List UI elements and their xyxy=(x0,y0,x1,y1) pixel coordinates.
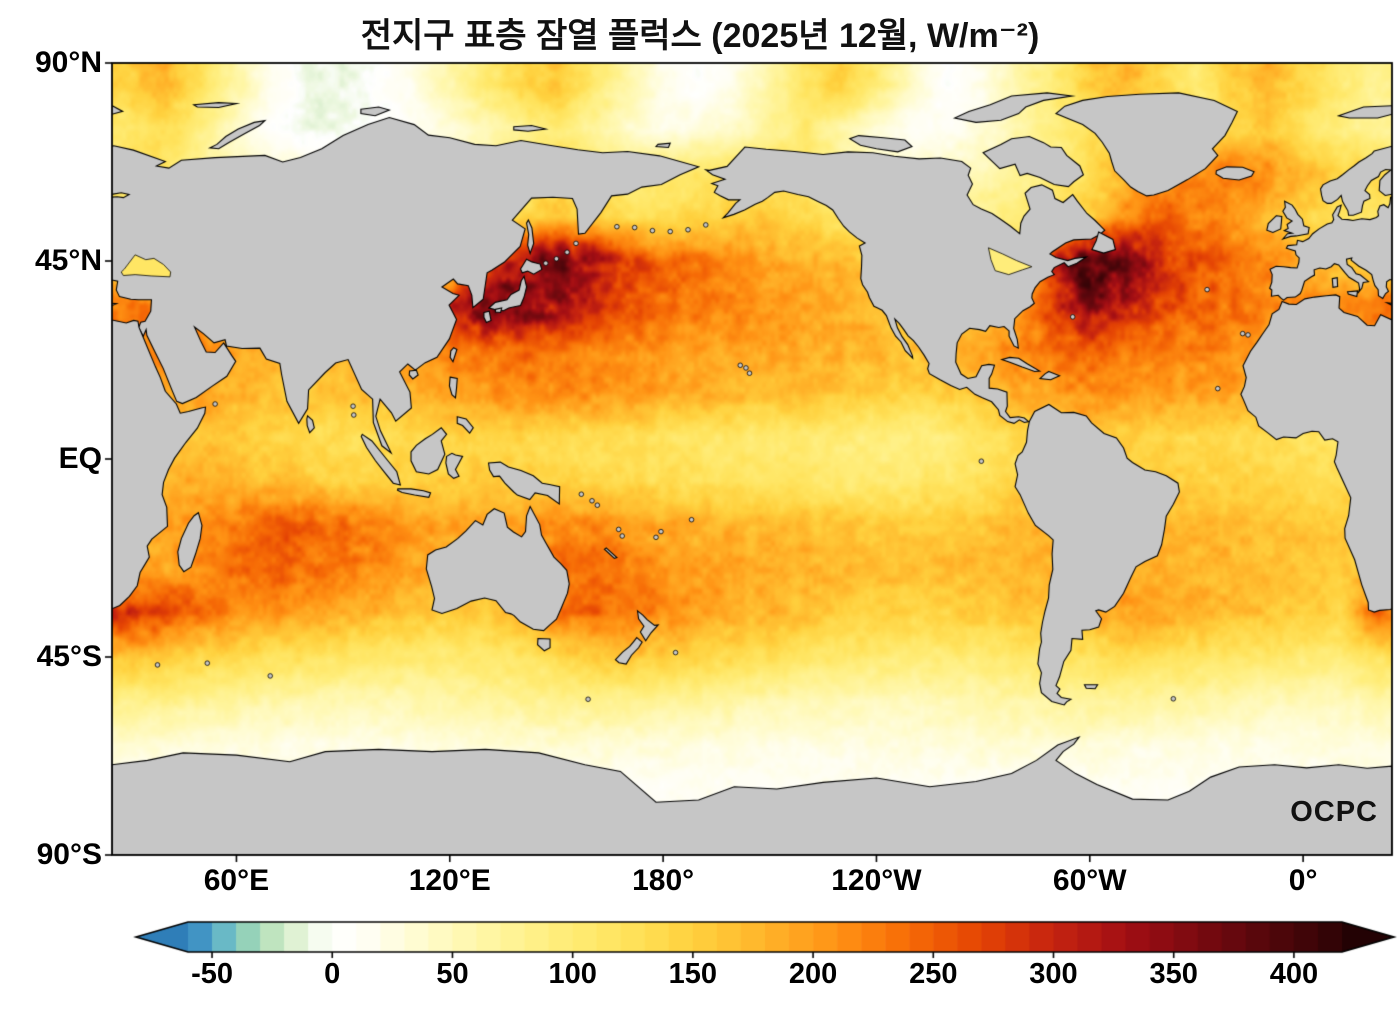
figure-title: 전지구 표층 잠열 플럭스 (2025년 12월, W/m⁻²) xyxy=(360,17,1040,55)
colorbar-tick-label: 200 xyxy=(788,958,838,990)
ocpc-watermark: OCPC xyxy=(1290,796,1378,828)
lon-axis-label: 120°W xyxy=(831,864,922,897)
colorbar-tick-label: 150 xyxy=(668,958,718,990)
colorbar-tick-label: 100 xyxy=(548,958,597,990)
lat-axis-label: 45°S xyxy=(36,640,102,673)
lat-axis-label: 90°N xyxy=(34,46,102,79)
colorbar-tick-label: 50 xyxy=(436,958,469,990)
lat-axis-label: 90°S xyxy=(36,838,102,871)
colorbar-tick-label: 250 xyxy=(909,958,958,990)
lat-axis-label: 45°N xyxy=(34,244,102,277)
lon-axis-label: 0° xyxy=(1288,864,1318,897)
lon-axis-label: 120°E xyxy=(408,864,491,897)
lon-axis-label: 60°E xyxy=(203,864,270,897)
lat-axis-label: EQ xyxy=(58,442,102,475)
lon-axis-label: 180° xyxy=(632,864,695,897)
colorbar-tick-label: 400 xyxy=(1269,958,1319,990)
colorbar-tick-label: 300 xyxy=(1029,958,1078,990)
colorbar-tick-label: -50 xyxy=(191,958,233,990)
colorbar-tick-label: 350 xyxy=(1149,958,1198,990)
colorbar-tick-label: 0 xyxy=(324,958,341,990)
lon-axis-label: 60°W xyxy=(1052,864,1127,897)
